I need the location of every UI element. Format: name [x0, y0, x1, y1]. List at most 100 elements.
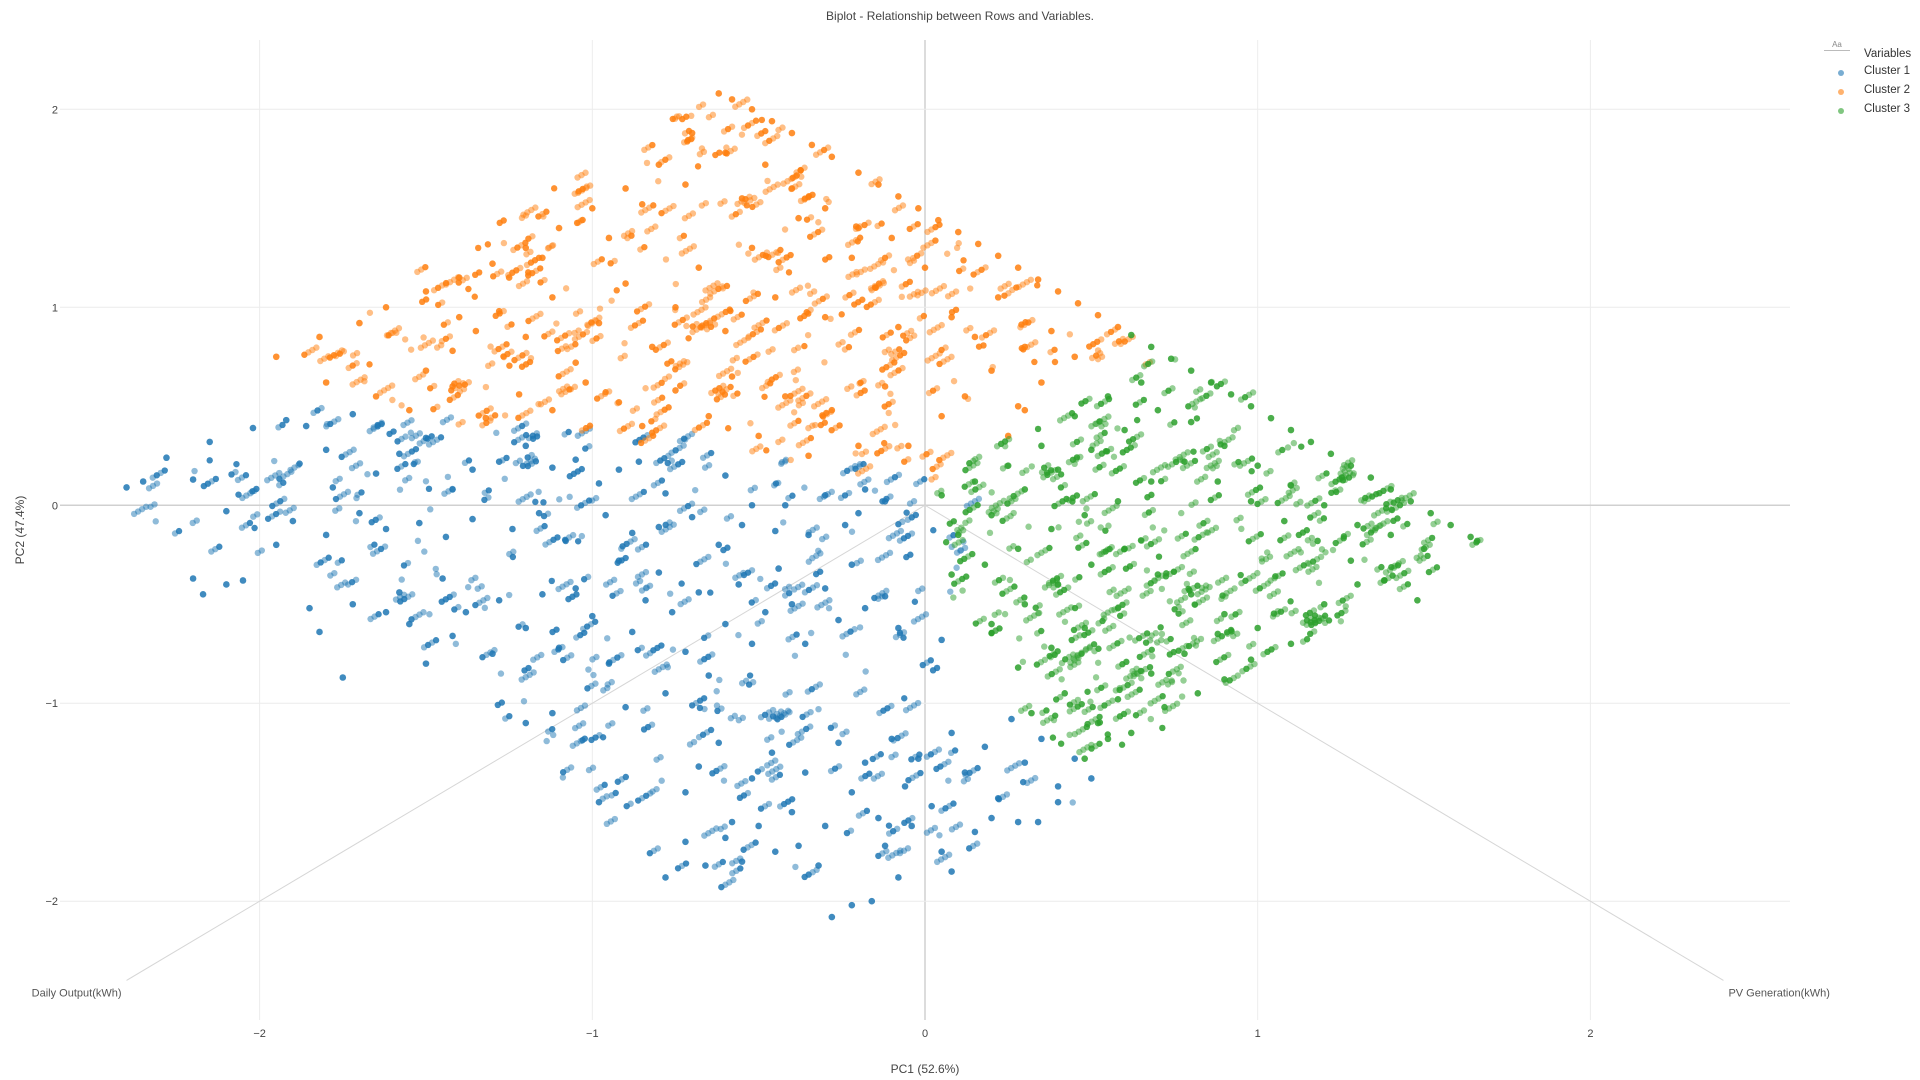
data-point [280, 479, 287, 486]
data-point [1038, 379, 1045, 386]
data-point [503, 341, 510, 348]
data-point [644, 705, 651, 712]
data-point [1229, 434, 1236, 441]
data-point [914, 699, 922, 707]
data-point [1367, 474, 1375, 481]
data-point [805, 452, 812, 460]
data-point [1057, 471, 1065, 478]
data-point [799, 600, 806, 607]
x-tick-label: 0 [922, 1028, 928, 1040]
data-point [960, 257, 967, 264]
x-tick-label: −1 [586, 1028, 599, 1040]
data-point [1081, 755, 1088, 762]
data-point [1075, 602, 1083, 609]
data-point [535, 488, 542, 496]
data-point [699, 101, 707, 108]
data-point [1089, 703, 1096, 711]
data-point [988, 814, 995, 822]
data-point [793, 631, 800, 638]
variable-vector [924, 504, 1724, 981]
data-point [881, 423, 888, 431]
data-point [695, 264, 703, 271]
data-point [850, 289, 857, 296]
data-point [422, 288, 430, 295]
data-point [945, 851, 953, 858]
data-point [485, 494, 492, 501]
data-point [1178, 563, 1186, 571]
data-point [1179, 457, 1187, 464]
data-point [895, 471, 903, 479]
data-point [586, 443, 593, 450]
data-point [680, 358, 688, 365]
data-point [838, 311, 845, 318]
data-point [744, 789, 752, 797]
data-point [1102, 682, 1109, 689]
data-point [613, 287, 620, 294]
data-point [1110, 453, 1118, 460]
data-point [851, 462, 859, 470]
data-point [622, 554, 629, 562]
data-point [1096, 719, 1104, 726]
data-point [566, 493, 573, 501]
data-point [1166, 598, 1173, 605]
legend-symbol-header: Aa [1824, 40, 1850, 51]
data-point [562, 285, 570, 292]
data-point [366, 361, 373, 368]
data-point [358, 489, 365, 496]
data-point [749, 678, 757, 686]
data-point [1114, 695, 1122, 703]
data-point [754, 351, 761, 358]
data-point [714, 280, 721, 287]
data-point [537, 310, 544, 318]
data-point [886, 549, 894, 557]
data-point [1021, 406, 1029, 414]
data-point [1340, 535, 1347, 542]
data-point [702, 304, 709, 311]
data-point [738, 311, 745, 318]
data-point [501, 412, 509, 419]
data-point [1477, 536, 1484, 544]
data-point [1083, 505, 1090, 512]
data-point [1106, 545, 1113, 553]
data-point [322, 379, 330, 386]
data-point [485, 487, 492, 494]
data-point [1247, 497, 1255, 505]
data-point [460, 380, 467, 387]
data-point [730, 876, 737, 884]
data-point [715, 739, 723, 747]
data-point [671, 306, 679, 314]
data-point [604, 635, 611, 642]
data-point [715, 90, 723, 97]
data-point [662, 690, 669, 697]
data-point [1221, 610, 1228, 618]
data-point [562, 343, 570, 350]
data-point [1414, 596, 1421, 604]
variable-vectors: Daily Output(kWh) PV Generation(kWh) [32, 504, 1830, 999]
data-point [994, 294, 1002, 301]
data-point [919, 585, 926, 592]
data-point [462, 608, 470, 616]
data-point [420, 371, 427, 378]
data-point [947, 588, 954, 595]
data-point [835, 616, 842, 624]
data-point [405, 474, 413, 482]
data-point [945, 777, 952, 784]
data-point [658, 642, 665, 649]
data-point [705, 553, 712, 561]
data-point [1281, 606, 1289, 613]
data-point [788, 808, 796, 816]
data-point [460, 385, 468, 393]
data-point [1222, 574, 1230, 582]
data-point [401, 336, 409, 343]
data-point [866, 770, 873, 777]
data-point [1082, 619, 1090, 627]
data-point [503, 454, 510, 462]
data-point [1316, 495, 1323, 502]
data-point [416, 519, 423, 527]
data-point [395, 325, 403, 332]
data-point [437, 434, 445, 441]
data-point [1264, 580, 1272, 587]
data-point [847, 827, 855, 834]
data-point [807, 629, 815, 637]
